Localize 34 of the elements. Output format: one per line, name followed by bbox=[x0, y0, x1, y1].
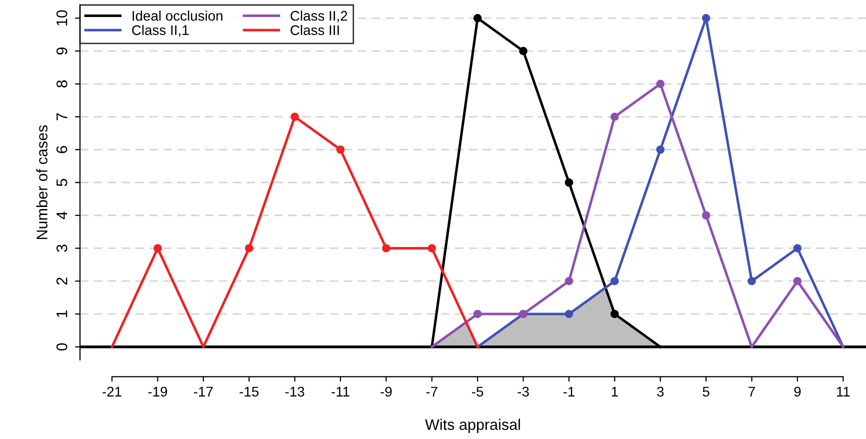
x-tick-label: -1 bbox=[563, 386, 574, 396]
legend-label: Class II,1 bbox=[132, 24, 189, 37]
x-tick-label: -5 bbox=[472, 386, 484, 397]
x-tick-label: 11 bbox=[837, 386, 850, 396]
y-tick-label: 7 bbox=[56, 113, 68, 120]
legend-label: Class II,2 bbox=[290, 10, 348, 22]
x-tick-label: -17 bbox=[194, 386, 213, 396]
x-tick-label: -11 bbox=[332, 386, 350, 396]
y-tick-label: 3 bbox=[56, 244, 68, 252]
x-tick-label: 5 bbox=[702, 386, 710, 397]
y-tick-label: 8 bbox=[56, 80, 68, 88]
y-tick-label: 10 bbox=[56, 10, 68, 26]
x-axis-title: Wits appraisal bbox=[425, 418, 520, 434]
x-tick-label: -15 bbox=[240, 386, 259, 397]
y-tick-label: 6 bbox=[56, 146, 68, 154]
y-tick-label: 5 bbox=[56, 178, 68, 186]
x-tick-label: 3 bbox=[657, 386, 664, 397]
y-tick-label: 2 bbox=[56, 278, 68, 285]
legend-label: Class III bbox=[290, 24, 339, 36]
x-tick-label: -7 bbox=[426, 386, 438, 396]
y-axis-title: Number of cases bbox=[36, 125, 48, 239]
x-tick-label: -19 bbox=[148, 386, 168, 397]
x-tick-label: 9 bbox=[794, 386, 801, 397]
x-tick-label: 7 bbox=[748, 386, 755, 396]
x-tick-label: -3 bbox=[518, 386, 529, 397]
x-tick-label: -9 bbox=[380, 386, 392, 397]
y-tick-label: 4 bbox=[56, 212, 68, 220]
y-tick-label: 1 bbox=[56, 310, 68, 318]
x-tick-label: -13 bbox=[285, 386, 304, 397]
y-tick-label: 0 bbox=[56, 343, 68, 351]
x-tick-label: -21 bbox=[102, 386, 122, 396]
legend-label: Ideal occlusion bbox=[132, 10, 222, 21]
x-tick-label: 1 bbox=[612, 386, 618, 396]
y-tick-label: 9 bbox=[56, 47, 68, 55]
